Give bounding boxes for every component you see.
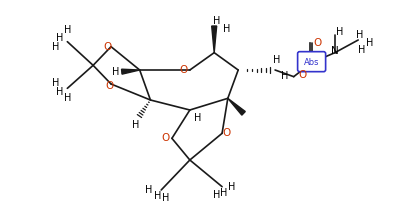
Text: H: H [214, 190, 221, 200]
Text: H: H [281, 71, 289, 81]
Text: H: H [52, 42, 59, 52]
Text: H: H [229, 182, 236, 192]
Text: H: H [56, 33, 63, 43]
Polygon shape [228, 98, 245, 115]
Text: H: H [64, 93, 71, 103]
Text: H: H [366, 38, 374, 48]
Text: H: H [56, 87, 63, 97]
Text: Abs: Abs [304, 58, 320, 67]
Text: N: N [331, 46, 339, 56]
Text: H: H [194, 113, 201, 123]
Text: H: H [212, 16, 220, 26]
Polygon shape [122, 69, 140, 74]
Text: H: H [359, 45, 366, 55]
Text: O: O [314, 38, 322, 48]
Text: O: O [180, 65, 188, 75]
Text: H: H [132, 120, 139, 130]
Text: O: O [103, 42, 111, 52]
Text: H: H [52, 78, 59, 88]
Text: H: H [154, 191, 162, 201]
Polygon shape [212, 26, 217, 53]
Text: O: O [162, 133, 170, 143]
Text: H: H [336, 27, 344, 37]
Text: O: O [105, 81, 113, 91]
Text: H: H [64, 25, 71, 35]
Text: H: H [162, 193, 170, 203]
Text: H: H [223, 24, 230, 34]
Text: O: O [299, 70, 307, 80]
Text: H: H [220, 188, 228, 198]
Text: H: H [357, 30, 364, 40]
FancyBboxPatch shape [297, 52, 325, 72]
Text: H: H [112, 67, 119, 77]
Text: H: H [145, 185, 153, 195]
Text: H: H [273, 55, 281, 65]
Text: O: O [222, 128, 230, 138]
